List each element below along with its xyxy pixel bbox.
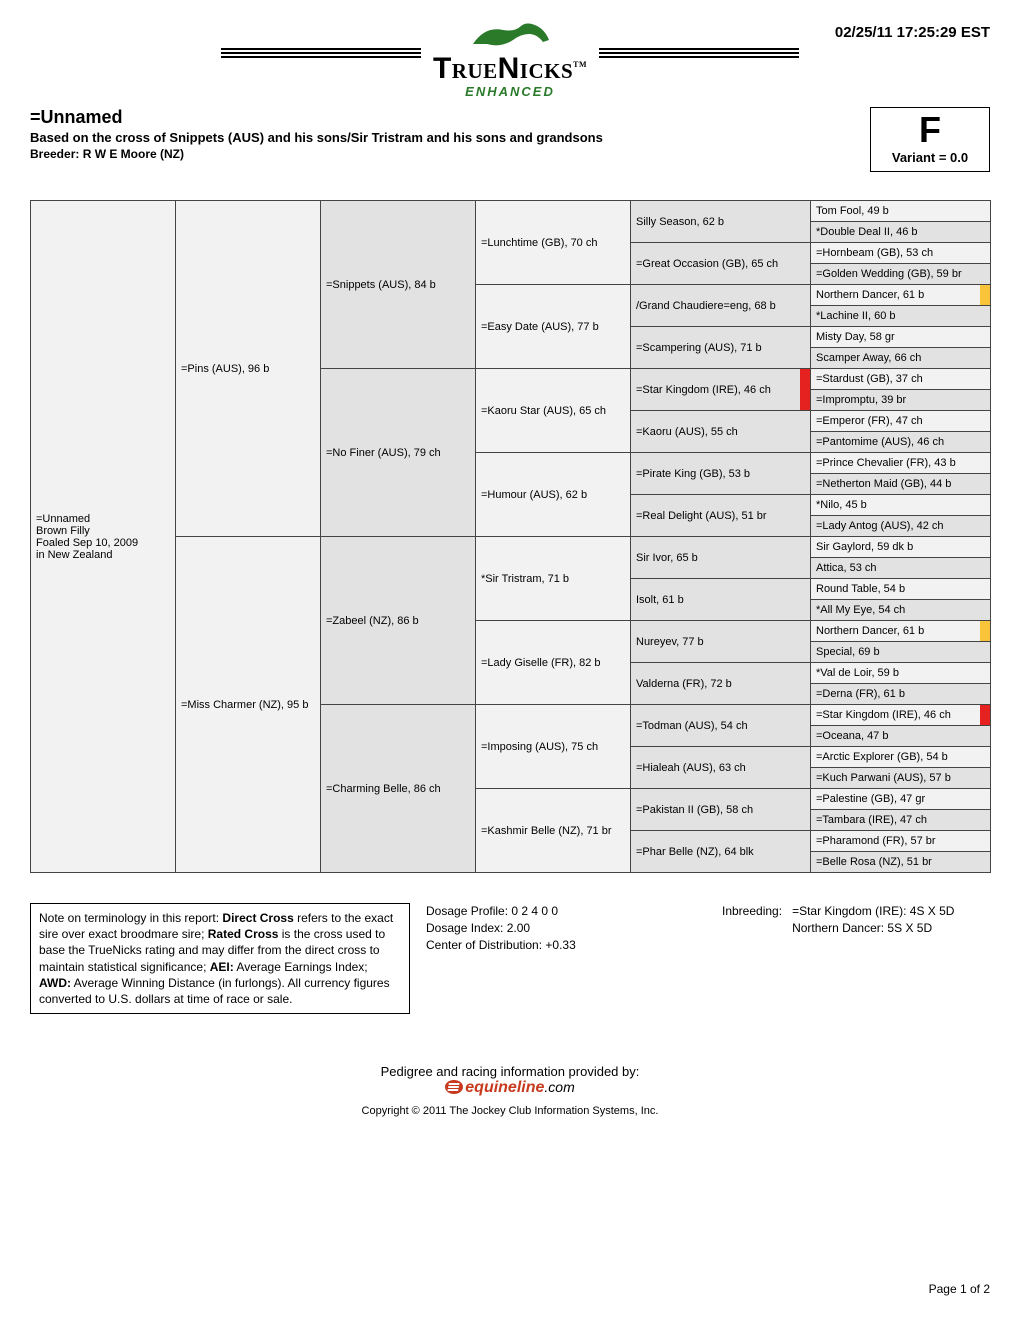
g6-r19: *All My Eye, 54 ch (811, 600, 991, 621)
g5-l: Valderna (FR), 72 b (631, 663, 811, 705)
g2-dam: =Miss Charmer (NZ), 95 b (176, 537, 321, 873)
copyright: Copyright © 2011 The Jockey Club Informa… (30, 1105, 990, 1117)
cross-description: Based on the cross of Snippets (AUS) and… (30, 130, 870, 145)
pedigree-table: =UnnamedBrown FillyFoaled Sep 10, 2009in… (30, 200, 991, 873)
g4-c: =Kaoru Star (AUS), 65 ch (476, 369, 631, 453)
g6-r15: =Lady Antog (AUS), 42 ch (811, 516, 991, 537)
g5-c: /Grand Chaudiere=eng, 68 b (631, 285, 811, 327)
g3-c: =Zabeel (NZ), 86 b (321, 537, 476, 705)
subject-cell: =UnnamedBrown FillyFoaled Sep 10, 2009in… (31, 201, 176, 873)
g5-p: =Phar Belle (NZ), 64 blk (631, 831, 811, 873)
provided-by: Pedigree and racing information provided… (30, 1064, 990, 1097)
g5-b: =Great Occasion (GB), 65 ch (631, 243, 811, 285)
g6-r4: Northern Dancer, 61 b (811, 285, 991, 306)
breeder: Breeder: R W E Moore (NZ) (30, 147, 870, 161)
g6-r29: =Tambara (IRE), 47 ch (811, 810, 991, 831)
page-number: Page 1 of 2 (929, 1282, 990, 1296)
g4-h: =Kashmir Belle (NZ), 71 br (476, 789, 631, 873)
grade-letter: F (885, 112, 975, 148)
g4-f: =Lady Giselle (FR), 82 b (476, 621, 631, 705)
g6-r16: Sir Gaylord, 59 dk b (811, 537, 991, 558)
g3-d: =Charming Belle, 86 ch (321, 705, 476, 873)
equineline-icon (445, 1080, 463, 1094)
g6-r9: =Impromptu, 39 br (811, 390, 991, 411)
g5-m: =Todman (AUS), 54 ch (631, 705, 811, 747)
g6-r18: Round Table, 54 b (811, 579, 991, 600)
g5-o: =Pakistan II (GB), 58 ch (631, 789, 811, 831)
g6-r22: *Val de Loir, 59 b (811, 663, 991, 684)
grade-box: F Variant = 0.0 (870, 107, 990, 172)
g6-r6: Misty Day, 58 gr (811, 327, 991, 348)
deco-left (221, 46, 421, 60)
g6-r25: =Oceana, 47 b (811, 726, 991, 747)
g4-d: =Humour (AUS), 62 b (476, 453, 631, 537)
g5-h: =Real Delight (AUS), 51 br (631, 495, 811, 537)
truenicks-horse-icon (465, 20, 555, 50)
g2-sire: =Pins (AUS), 96 b (176, 201, 321, 537)
g6-r28: =Palestine (GB), 47 gr (811, 789, 991, 810)
g5-n: =Hialeah (AUS), 63 ch (631, 747, 811, 789)
g4-e: *Sir Tristram, 71 b (476, 537, 631, 621)
g5-g: =Pirate King (GB), 53 b (631, 453, 811, 495)
g6-r26: =Arctic Explorer (GB), 54 b (811, 747, 991, 768)
g6-r20: Northern Dancer, 61 b (811, 621, 991, 642)
enhanced-label: ENHANCED (30, 84, 990, 99)
g5-i: Sir Ivor, 65 b (631, 537, 811, 579)
inbreeding-info: Inbreeding: =Star Kingdom (IRE): 4S X 5D… (722, 903, 982, 937)
deco-right (599, 46, 799, 60)
g4-b: =Easy Date (AUS), 77 b (476, 285, 631, 369)
terminology-note: Note on terminology in this report: Dire… (30, 903, 410, 1014)
g5-a: Silly Season, 62 b (631, 201, 811, 243)
g6-r27: =Kuch Parwani (AUS), 57 b (811, 768, 991, 789)
g3-b: =No Finer (AUS), 79 ch (321, 369, 476, 537)
g6-r0: Tom Fool, 49 b (811, 201, 991, 222)
g6-r12: =Prince Chevalier (FR), 43 b (811, 453, 991, 474)
g5-d: =Scampering (AUS), 71 b (631, 327, 811, 369)
g6-r31: =Belle Rosa (NZ), 51 br (811, 852, 991, 873)
g5-e: =Star Kingdom (IRE), 46 ch (631, 369, 811, 411)
brand-name: TrueNicksTM (433, 52, 587, 86)
g4-g: =Imposing (AUS), 75 ch (476, 705, 631, 789)
dosage-info: Dosage Profile: 0 2 4 0 0 Dosage Index: … (426, 903, 706, 953)
g6-r24: =Star Kingdom (IRE), 46 ch (811, 705, 991, 726)
g5-f: =Kaoru (AUS), 55 ch (631, 411, 811, 453)
logo-block: TrueNicksTM ENHANCED (30, 20, 990, 99)
g6-r23: =Derna (FR), 61 b (811, 684, 991, 705)
g6-r10: =Emperor (FR), 47 ch (811, 411, 991, 432)
g5-k: Nureyev, 77 b (631, 621, 811, 663)
g3-a: =Snippets (AUS), 84 b (321, 201, 476, 369)
g4-a: =Lunchtime (GB), 70 ch (476, 201, 631, 285)
g6-r11: =Pantomime (AUS), 46 ch (811, 432, 991, 453)
horse-name: =Unnamed (30, 107, 870, 128)
g6-r2: =Hornbeam (GB), 53 ch (811, 243, 991, 264)
g6-r17: Attica, 53 ch (811, 558, 991, 579)
g6-r14: *Nilo, 45 b (811, 495, 991, 516)
g6-r1: *Double Deal II, 46 b (811, 222, 991, 243)
g6-r13: =Netherton Maid (GB), 44 b (811, 474, 991, 495)
g5-j: Isolt, 61 b (631, 579, 811, 621)
g6-r21: Special, 69 b (811, 642, 991, 663)
g6-r3: =Golden Wedding (GB), 59 br (811, 264, 991, 285)
g6-r7: Scamper Away, 66 ch (811, 348, 991, 369)
g6-r5: *Lachine II, 60 b (811, 306, 991, 327)
g6-r8: =Stardust (GB), 37 ch (811, 369, 991, 390)
g6-r30: =Pharamond (FR), 57 br (811, 831, 991, 852)
variant: Variant = 0.0 (885, 150, 975, 165)
